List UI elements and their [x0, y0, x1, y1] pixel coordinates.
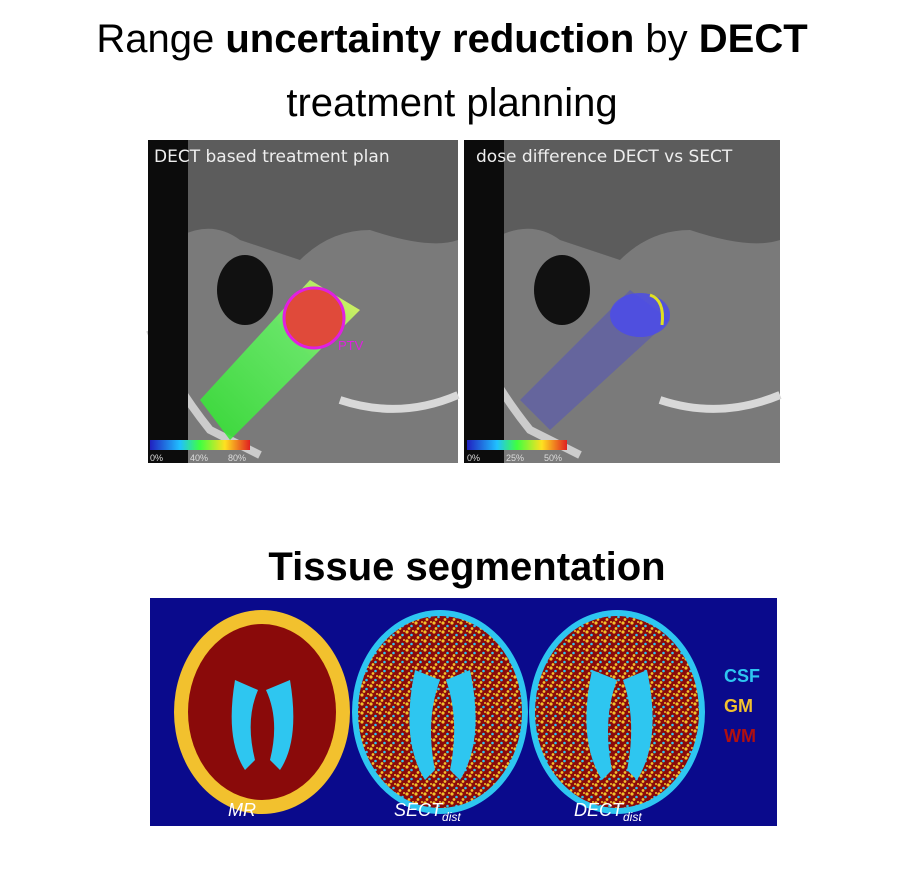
title-run: DECT — [699, 17, 808, 61]
segmentation-panel: MR SECTdist DECTdist CSF GM WM — [150, 598, 777, 826]
title-run: by — [645, 17, 687, 61]
panel-caption: dose difference DECT vs SECT — [476, 147, 733, 167]
colorbar-tick: 40% — [190, 453, 208, 463]
segmentation-label: SECTdist — [394, 800, 461, 824]
title-run: uncertainty reduction — [225, 17, 634, 61]
legend-entry: WM — [724, 726, 756, 746]
label-main: SECT — [394, 800, 444, 820]
title-line-2: treatment planning — [286, 81, 617, 125]
label-sub: dist — [623, 810, 642, 824]
ptv-label: PTV — [338, 338, 364, 353]
legend-entry: CSF — [724, 666, 760, 686]
title-run: Range — [96, 17, 214, 61]
ct-panel-left: PTV DECT based treatment plan 0% 40% 80% — [146, 140, 460, 463]
colorbar-tick: 0% — [150, 453, 163, 463]
label-sub: dist — [442, 810, 461, 824]
colorbar-tick: 50% — [544, 453, 562, 463]
label-main: DECT — [574, 800, 625, 820]
section-heading: Tissue segmentation — [268, 545, 665, 589]
panel-caption: DECT based treatment plan — [154, 147, 390, 167]
ct-panel-right: dose difference DECT vs SECT 0% 25% 50% — [464, 140, 782, 463]
segmentation-label: MR — [228, 800, 256, 820]
segmentation-label: DECTdist — [574, 800, 642, 824]
colorbar-tick: 0% — [467, 453, 480, 463]
legend-entry: GM — [724, 696, 753, 716]
colorbar-tick: 25% — [506, 453, 524, 463]
title-line-1: Range uncertainty reduction by DECT — [96, 17, 807, 61]
colorbar-tick: 80% — [228, 453, 246, 463]
